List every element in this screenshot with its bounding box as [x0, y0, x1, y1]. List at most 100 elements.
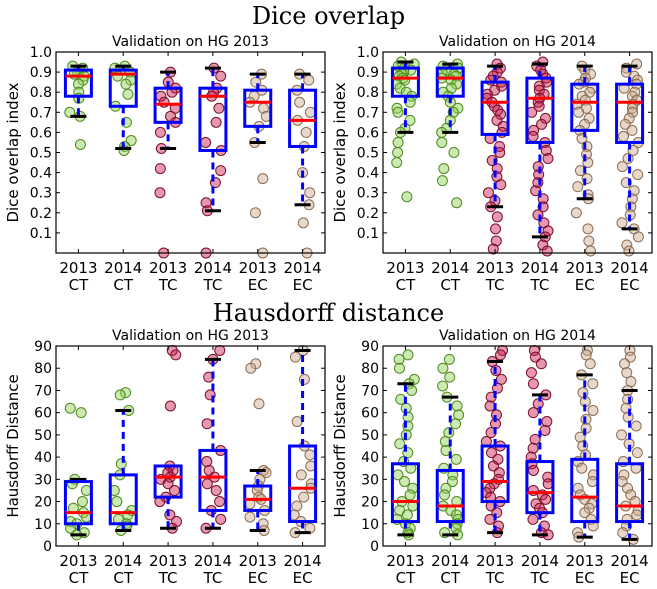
x-tick-label: 2013	[566, 259, 604, 277]
data-point	[580, 349, 592, 361]
data-point	[404, 489, 416, 501]
x-tick-label: 2013	[386, 552, 424, 570]
data-point	[484, 513, 496, 525]
y-tick-label: 50	[361, 428, 379, 444]
data-point	[619, 118, 631, 130]
box	[525, 76, 555, 144]
data-point	[451, 197, 463, 209]
box	[108, 68, 138, 108]
data-point	[115, 458, 127, 470]
data-point	[583, 502, 595, 514]
x-tick-label: EC	[575, 569, 595, 587]
data-point	[621, 367, 633, 379]
x-tick-label: CT	[69, 569, 89, 587]
y-tick-label: 0.4	[357, 166, 379, 182]
data-point	[210, 116, 222, 128]
data-point	[298, 373, 310, 385]
dice-section-title: Dice overlap	[251, 2, 406, 30]
data-point	[618, 469, 630, 481]
data-point	[303, 74, 315, 86]
box	[198, 86, 228, 152]
data-point	[64, 402, 76, 414]
box	[243, 88, 273, 128]
data-point	[576, 462, 588, 474]
data-point	[527, 464, 539, 476]
data-point	[626, 124, 638, 136]
data-point	[289, 351, 301, 363]
data-point	[392, 147, 404, 158]
y-tick-label: 80	[34, 361, 52, 377]
data-point	[632, 169, 644, 181]
plot-frame	[382, 345, 653, 547]
y-tick-label: 0.7	[30, 105, 52, 121]
data-point	[436, 136, 448, 148]
y-tick-label: 0.9	[357, 65, 379, 81]
x-tick-label: 2013	[149, 259, 187, 277]
x-tick-label: 2013	[476, 552, 514, 570]
data-point	[440, 444, 452, 456]
x-tick-label: EC	[575, 276, 595, 294]
y-tick-label: 0.5	[357, 146, 379, 162]
y-tick-label: 0.2	[357, 206, 379, 222]
data-point	[495, 108, 507, 120]
data-point	[627, 106, 639, 118]
data-point	[394, 438, 406, 450]
y-tick-label: 0.2	[30, 206, 52, 222]
x-tick-label: 2014	[104, 552, 142, 570]
x-tick-label: 2014	[283, 259, 321, 277]
x-tick-label: 2013	[149, 552, 187, 570]
box	[288, 444, 318, 524]
x-tick-label: CT	[113, 569, 133, 587]
data-point	[450, 418, 462, 430]
box	[198, 448, 228, 512]
data-point	[393, 362, 405, 374]
data-point	[527, 407, 539, 419]
data-point	[210, 484, 222, 496]
data-point	[617, 527, 629, 539]
data-point	[573, 106, 585, 118]
x-tick-label: 2013	[59, 552, 97, 570]
data-point	[535, 358, 547, 370]
x-tick-label: CT	[440, 276, 460, 294]
y-tick-label: 1.0	[30, 45, 52, 61]
data-point	[200, 197, 212, 209]
data-point	[393, 353, 405, 365]
data-point	[490, 223, 502, 235]
data-point	[154, 126, 166, 138]
data-point	[527, 130, 539, 142]
data-point	[215, 165, 227, 177]
data-point	[490, 235, 502, 247]
data-point	[154, 163, 166, 175]
data-point	[201, 418, 213, 430]
x-tick-label: 2014	[283, 552, 321, 570]
y-tick-label: 0.3	[357, 186, 379, 202]
data-point	[495, 179, 507, 191]
x-tick-label: 2013	[476, 259, 514, 277]
y-axis-label: Hausdorff Distance	[4, 374, 22, 517]
data-point	[64, 106, 76, 118]
data-point	[616, 429, 628, 441]
x-tick-label: 2014	[431, 259, 469, 277]
data-point	[215, 513, 227, 525]
data-point	[401, 191, 413, 203]
data-point	[536, 118, 548, 130]
y-tick-label: 1.0	[357, 45, 379, 61]
data-point	[486, 447, 498, 459]
data-point	[540, 144, 552, 156]
y-tick-label: 40	[361, 450, 379, 466]
y-tick-label: 0.8	[30, 85, 52, 101]
x-tick-label: EC	[620, 276, 640, 294]
data-point	[541, 416, 553, 428]
box	[435, 66, 465, 98]
data-point	[631, 509, 643, 521]
x-tick-label: CT	[113, 276, 133, 294]
data-point	[114, 389, 126, 401]
data-point	[491, 211, 503, 223]
data-point	[401, 509, 413, 521]
y-tick-label: 60	[34, 406, 52, 422]
box	[435, 468, 465, 524]
x-tick-label: CT	[69, 276, 89, 294]
box	[153, 464, 183, 499]
data-point	[487, 243, 499, 255]
data-point	[392, 136, 404, 148]
